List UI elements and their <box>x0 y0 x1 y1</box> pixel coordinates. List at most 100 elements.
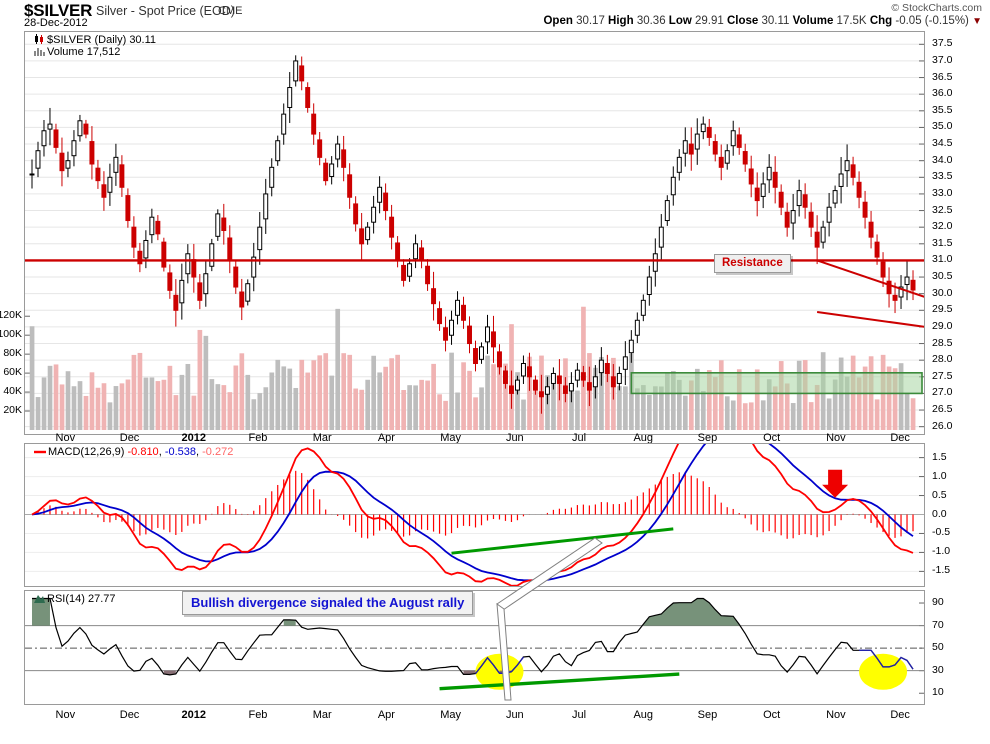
price-panel[interactable] <box>24 31 925 435</box>
macd-legend-text: MACD(12,26,9) <box>48 446 125 458</box>
price-legend-text: $SILVER (Daily) 30.11 <box>47 34 157 46</box>
resistance-label: Resistance <box>714 254 791 273</box>
price-tick-33.5: 33.5 <box>932 170 953 183</box>
price-tick-37.0: 37.0 <box>932 53 953 66</box>
x-tick-Dec: Dec <box>890 709 910 721</box>
price-tick-29.0: 29.0 <box>932 319 953 332</box>
x-tick-Sep: Sep <box>697 709 718 721</box>
macd-value-3: -0.272 <box>202 446 234 458</box>
price-legend: $SILVER (Daily) 30.11 <box>34 34 156 46</box>
x-tick-Nov: Nov <box>826 709 846 721</box>
x-tick-Dec: Dec <box>119 709 140 721</box>
x-axis-price: Nov Dec 2012 Feb Mar Apr May Jun Jul Aug Sep Oct Nov… <box>24 432 925 446</box>
price-tick-26.0: 26.0 <box>932 419 953 432</box>
bars-icon <box>34 48 45 56</box>
volume-tick-60K: 60K <box>3 366 22 379</box>
close-label: Close <box>726 15 759 27</box>
quote-bar: Open 30.17 High 30.36 Low 29.91 Close 30… <box>543 15 982 27</box>
low-value: 29.91 <box>695 15 724 27</box>
x-tick-Mar: Mar <box>312 709 332 721</box>
mountain-icon <box>34 595 45 603</box>
volume-tick-100K: 100K <box>0 328 22 341</box>
volume-tick-40K: 40K <box>3 385 22 398</box>
price-tick-30.5: 30.5 <box>932 270 953 283</box>
x-tick-Jul: Jul <box>572 709 587 721</box>
macd-chart-canvas <box>25 444 924 586</box>
macd-tick--1.5: -1.5 <box>932 564 951 577</box>
x-tick-Dec: Dec <box>119 432 140 444</box>
x-tick-Feb: Feb <box>248 709 268 721</box>
volume-tick-20K: 20K <box>3 404 22 417</box>
macd-tick-1.5: 1.5 <box>932 450 947 463</box>
chart-header: $SILVER Silver - Spot Price (EOD) CME 28… <box>0 0 990 29</box>
rsi-tick-30: 30 <box>932 663 944 676</box>
down-arrow-icon <box>822 469 849 498</box>
x-tick-Oct: Oct <box>763 432 781 444</box>
price-tick-36.0: 36.0 <box>932 87 953 100</box>
price-tick-26.5: 26.5 <box>932 403 953 416</box>
line-swatch-icon <box>34 450 46 454</box>
high-value: 30.36 <box>636 15 666 27</box>
macd-tick-1.0: 1.0 <box>932 469 947 482</box>
volume-value: 17.5K <box>836 15 867 27</box>
volume-tick-120K: 120K <box>0 309 22 322</box>
price-tick-32.5: 32.5 <box>932 203 953 216</box>
rsi-tick-50: 50 <box>932 641 944 654</box>
bullish-divergence-annotation: Bullish divergence signaled the August r… <box>182 591 474 615</box>
exchange-label: CME <box>218 5 243 17</box>
macd-panel[interactable] <box>24 443 925 587</box>
x-tick-Nov: Nov <box>55 432 76 444</box>
x-tick-Jun: Jun <box>505 432 524 444</box>
x-axis-rsi: Nov Dec 2012 Feb Mar Apr May Jun Jul Aug Sep Oct Nov… <box>24 709 925 723</box>
rsi-tick-90: 90 <box>932 596 944 609</box>
volume-legend-text: Volume 17,512 <box>47 46 121 58</box>
x-tick-Jun: Jun <box>505 709 524 721</box>
macd-value-1: -0.810 <box>127 446 159 458</box>
price-tick-35.5: 35.5 <box>932 103 953 116</box>
open-label: Open <box>543 15 573 27</box>
price-tick-31.5: 31.5 <box>932 236 953 249</box>
x-tick-Jul: Jul <box>572 432 587 444</box>
price-tick-31.0: 31.0 <box>932 253 953 266</box>
down-caret-icon: ▼ <box>972 16 982 27</box>
price-tick-34.0: 34.0 <box>932 153 953 166</box>
rsi-legend-text: RSI(14) 27.77 <box>47 593 116 605</box>
x-tick-Mar: Mar <box>312 432 332 444</box>
x-tick-2012: 2012 <box>181 709 206 721</box>
rsi-chart-canvas <box>25 597 924 694</box>
chg-value: -0.05 (-0.15%) <box>895 15 969 27</box>
x-tick-Aug: Aug <box>633 432 654 444</box>
macd-tick-0.0: 0.0 <box>932 507 947 520</box>
macd-legend: MACD(12,26,9) -0.810, -0.538, -0.272 <box>34 446 233 458</box>
high-label: High <box>608 15 634 27</box>
volume-legend: Volume 17,512 <box>34 46 120 58</box>
ticker-symbol: $SILVER <box>24 1 93 20</box>
x-tick-Oct: Oct <box>763 709 781 721</box>
rsi-panel[interactable] <box>24 590 925 705</box>
stockcharts-credit: © StockCharts.com <box>891 2 982 14</box>
x-tick-Feb: Feb <box>248 432 268 444</box>
x-tick-Sep: Sep <box>697 432 718 444</box>
price-chart-canvas <box>25 43 924 430</box>
volume-label: Volume <box>792 15 834 27</box>
x-tick-Dec: Dec <box>890 432 910 444</box>
price-tick-34.5: 34.5 <box>932 137 953 150</box>
x-tick-Aug: Aug <box>633 709 654 721</box>
price-tick-28.0: 28.0 <box>932 353 953 366</box>
rsi-tick-10: 10 <box>932 686 944 699</box>
x-tick-Apr: Apr <box>377 709 395 721</box>
price-tick-36.5: 36.5 <box>932 70 953 83</box>
price-tick-37.5: 37.5 <box>932 37 953 50</box>
price-tick-27.5: 27.5 <box>932 369 953 382</box>
price-tick-35.0: 35.0 <box>932 120 953 133</box>
price-tick-32.0: 32.0 <box>932 220 953 233</box>
macd-tick--0.5: -0.5 <box>932 526 951 539</box>
open-value: 30.17 <box>576 15 605 27</box>
price-tick-29.5: 29.5 <box>932 303 953 316</box>
x-tick-May: May <box>440 709 461 721</box>
macd-tick-0.5: 0.5 <box>932 488 947 501</box>
x-tick-Nov: Nov <box>55 709 76 721</box>
price-tick-27.0: 27.0 <box>932 386 953 399</box>
price-tick-30.0: 30.0 <box>932 286 953 299</box>
